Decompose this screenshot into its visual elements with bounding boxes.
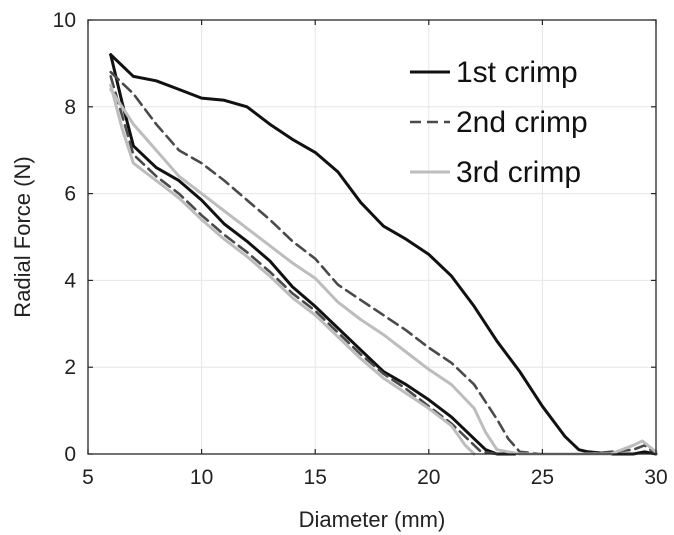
tick-labels: 5 10 15 20 25 30 0 2 4 6 8 10	[53, 9, 668, 489]
y-axis-label: Radial Force (N)	[10, 156, 35, 317]
series-2	[109, 70, 658, 456]
x-tick-label: 30	[644, 466, 667, 489]
series-1	[109, 53, 658, 456]
series-line-loading	[109, 70, 658, 456]
legend: 1st crimp 2nd crimp 3rd crimp	[410, 56, 588, 189]
series-line-unloading	[109, 75, 499, 456]
series-line-loading	[109, 53, 658, 456]
legend-label: 1st crimp	[456, 56, 578, 89]
y-tick-label: 6	[64, 183, 76, 206]
y-tick-label: 0	[64, 443, 76, 466]
x-tick-label: 15	[304, 466, 327, 489]
legend-label: 2nd crimp	[456, 106, 588, 139]
y-tick-label: 10	[53, 9, 76, 32]
series-line-unloading	[109, 83, 476, 456]
y-tick-label: 8	[64, 96, 76, 119]
grid-lines	[87, 19, 657, 455]
series-group	[109, 53, 658, 456]
x-tick-label: 25	[531, 466, 554, 489]
legend-label: 3rd crimp	[456, 156, 581, 189]
legend-entry: 1st crimp	[410, 56, 578, 89]
y-tick-label: 2	[64, 356, 76, 379]
series-line-unloading	[109, 53, 517, 456]
axes-box	[87, 19, 657, 455]
x-tick-label: 20	[417, 466, 440, 489]
legend-entry: 3rd crimp	[410, 156, 581, 189]
y-tick-label: 4	[64, 269, 76, 292]
x-axis-label: Diameter (mm)	[299, 507, 446, 532]
axes	[87, 19, 657, 455]
x-tick-label: 10	[190, 466, 213, 489]
x-tick-label: 5	[82, 466, 94, 489]
legend-entry: 2nd crimp	[410, 106, 588, 139]
